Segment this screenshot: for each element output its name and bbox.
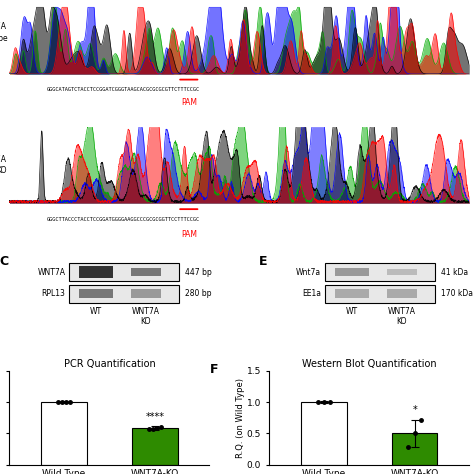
Bar [301, 402, 346, 465]
Text: 170 kDa: 170 kDa [441, 289, 473, 298]
Text: WNT7A
KO: WNT7A KO [131, 307, 159, 327]
Text: F: F [210, 364, 218, 376]
Text: EE1a: EE1a [302, 289, 321, 298]
Bar [132, 428, 178, 465]
Text: RPL13: RPL13 [42, 289, 65, 298]
Text: WNT7A
Wild Type: WNT7A Wild Type [0, 22, 7, 43]
Bar [80, 290, 113, 298]
Bar [325, 263, 435, 281]
Bar [131, 290, 162, 298]
Text: 41 kDa: 41 kDa [441, 267, 468, 276]
Title: PCR Quantification: PCR Quantification [64, 359, 155, 369]
Text: *: * [412, 405, 417, 415]
Text: WNT7A
KO: WNT7A KO [0, 155, 7, 175]
Bar [325, 285, 435, 302]
Bar [392, 433, 438, 465]
Text: GGGCTTACCCTACCTCCGGATGGGGAAGGCCCGCGCGGTTCCTTTCCGC: GGGCTTACCCTACCTCCGGATGGGGAAGGCCCGCGCGGTT… [46, 217, 200, 222]
Y-axis label: R.Q. (on Wild Type): R.Q. (on Wild Type) [236, 378, 245, 458]
Text: WNT7A: WNT7A [37, 267, 65, 276]
Text: PAM: PAM [181, 230, 197, 239]
Bar [80, 266, 113, 278]
Text: C: C [0, 255, 9, 267]
Bar [70, 263, 179, 281]
Bar [387, 269, 417, 275]
Bar [41, 402, 87, 465]
Text: GGGCATAGTCTACCTCCGGATCGGGTAAGCACGCGCGCGTTCTTTCCGC: GGGCATAGTCTACCTCCGGATCGGGTAAGCACGCGCGCGT… [46, 87, 200, 91]
Text: WT: WT [345, 307, 357, 316]
Bar [70, 285, 179, 302]
Text: ****: **** [146, 412, 164, 422]
Text: WNT7A
KO: WNT7A KO [387, 307, 415, 327]
Title: Western Blot Quantification: Western Blot Quantification [302, 359, 437, 369]
Bar [335, 290, 369, 298]
Bar [387, 290, 417, 298]
Text: 280 bp: 280 bp [185, 289, 212, 298]
Text: PAM: PAM [181, 98, 197, 107]
Text: E: E [259, 255, 268, 267]
Text: 447 bp: 447 bp [185, 267, 212, 276]
Bar [131, 268, 162, 276]
Text: WT: WT [90, 307, 101, 316]
Bar [335, 268, 369, 276]
Text: Wnt7a: Wnt7a [296, 267, 321, 276]
